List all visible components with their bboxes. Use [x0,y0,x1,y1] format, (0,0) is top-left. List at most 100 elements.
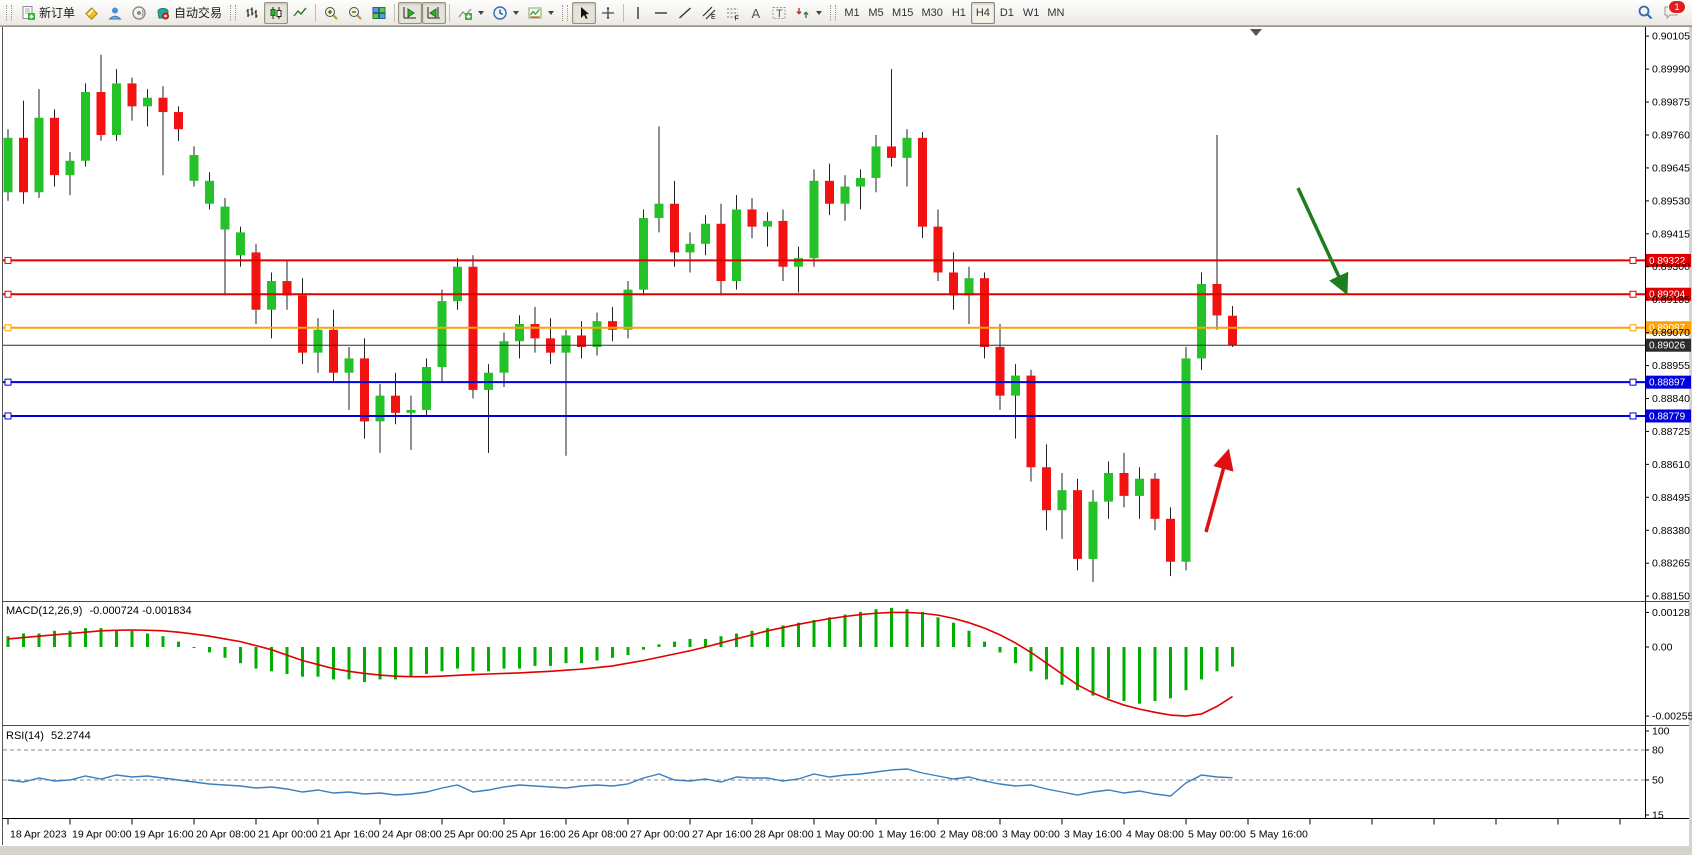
price-axis[interactable]: 0.90105 0.89990 0.89875 0.89760 0.89645 0.895… [1645,31,1690,603]
zoom-in-button[interactable] [319,2,343,24]
toolbar-grip[interactable] [230,4,237,21]
candle [344,346,354,410]
timeframe-D1[interactable]: D1 [995,2,1019,24]
line-handle[interactable] [1629,412,1637,420]
timeframe-M30[interactable]: M30 [917,2,946,24]
horizontal-line-icon [655,11,668,14]
line-chart-button[interactable] [288,2,312,24]
vertical-line-button[interactable] [627,2,649,24]
candle [732,195,741,290]
new-order-label: 新订单 [39,6,76,20]
time-tick-label: 5 May 00:00 [1188,829,1246,841]
zoom-out-button[interactable] [343,2,367,24]
time-tick-label: 20 Apr 08:00 [196,829,256,841]
indicators-dropdown-caret[interactable] [478,10,485,15]
candle [856,169,865,210]
horizontal-line[interactable]: 0.89087 [3,321,1691,335]
price-tick-label: 0.88610 [1652,459,1690,471]
timeframe-M1[interactable]: M1 [840,2,864,24]
line-handle[interactable] [4,256,12,264]
line-handle[interactable] [1629,324,1637,332]
autotrading-button[interactable]: 自动交易 [151,2,226,24]
red-up-arrow[interactable] [1204,448,1234,533]
svg-text:0.89322: 0.89322 [1649,256,1686,267]
sound-alerts-button[interactable] [127,2,151,24]
templates-button[interactable] [523,2,558,24]
horizontal-line[interactable]: 0.88779 [3,409,1691,423]
candle [716,203,726,296]
horizontal-line[interactable]: 0.89204 [3,287,1691,301]
time-tick-label: 19 Apr 16:00 [134,829,194,841]
green-down-arrow[interactable] [1296,187,1349,296]
line-handle[interactable] [4,324,12,332]
svg-text:0.88897: 0.88897 [1649,378,1686,389]
periods-dropdown-caret[interactable] [513,10,520,15]
chart-shift-marker[interactable] [1250,29,1262,36]
equidistant-channel-button[interactable]: E [697,2,721,24]
arrows-dropdown-caret[interactable] [816,10,823,15]
line-handle[interactable] [1629,290,1637,298]
chart-shift-icon [427,6,441,18]
time-tick-label: 19 Apr 00:00 [72,829,132,841]
toolbar-grip[interactable] [562,4,569,21]
time-tick-label: 27 Apr 00:00 [630,829,690,841]
trendline-button[interactable] [673,2,697,24]
search-button[interactable] [1633,2,1658,24]
price-line-label [1646,409,1691,423]
notifications-button[interactable]: 1 [1658,0,1686,24]
price-tick-label: 0.88495 [1652,492,1690,504]
candle [1011,364,1020,439]
new-order-icon [22,5,35,20]
text-button[interactable]: A [745,2,767,24]
candle [995,324,1005,410]
horizontal-line-button[interactable] [649,2,673,24]
horizontal-line[interactable]: 0.89322 [3,253,1691,267]
horizontal-line[interactable]: 0.89026 [3,338,1691,352]
cursor-button[interactable] [572,1,597,24]
candle [701,215,710,256]
timeframe-H4[interactable]: H4 [970,1,995,24]
bar-chart-button[interactable] [240,2,264,24]
candle [1181,346,1191,571]
timeframe-W1[interactable]: W1 [1019,2,1044,24]
new-order-button[interactable]: 新订单 [16,2,79,24]
auto-scroll-button[interactable] [398,1,423,24]
timeframe-H1[interactable]: H1 [947,2,971,24]
metaeditor-button[interactable] [79,2,103,24]
line-handle[interactable] [4,378,12,386]
line-handle[interactable] [4,412,12,420]
arrows-tool-button[interactable] [791,2,826,24]
toolbar-grip[interactable] [6,4,12,21]
timeframe-M15[interactable]: M15 [888,2,917,24]
indicators-button[interactable] [453,2,488,24]
line-handle[interactable] [1629,378,1637,386]
tile-windows-icon [372,6,386,19]
fibonacci-button[interactable]: F [721,2,745,24]
candlestick-chart-icon [270,6,282,19]
timeframe-MN[interactable]: MN [1043,2,1068,24]
candle [1104,461,1113,519]
line-handle[interactable] [1629,256,1637,264]
line-chart-icon [293,7,307,16]
toolbar-grip[interactable] [830,4,837,21]
timeframe-M5[interactable]: M5 [864,2,888,24]
periods-button[interactable] [488,2,523,24]
candle [220,197,230,296]
macd-indicator-label: MACD(12,26,9) -0.000724 -0.001834 [6,605,192,617]
time-axis[interactable]: 18 Apr 2023 19 Apr 00:00 19 Apr 16:00 20 Ap… [7,818,1621,841]
text-label-button[interactable]: T [767,2,791,24]
community-button[interactable] [103,2,127,24]
templates-dropdown-caret[interactable] [548,10,555,15]
chart-shift-button[interactable] [422,1,447,24]
crosshair-button[interactable] [596,2,620,24]
horizontal-line[interactable]: 0.88897 [3,375,1691,389]
svg-text:0.89087: 0.89087 [1649,323,1686,334]
line-handle[interactable] [4,290,12,298]
time-tick-label: 27 Apr 16:00 [692,829,752,841]
candle [375,384,385,453]
candlestick-chart-button[interactable] [264,1,289,24]
chart-annotations[interactable] [1204,29,1349,533]
tile-windows-button[interactable] [367,2,391,24]
horizontal-level-lines[interactable]: 0.89322 0.89204 0.89087 0.89026 0.88897 0.887… [3,253,1691,423]
